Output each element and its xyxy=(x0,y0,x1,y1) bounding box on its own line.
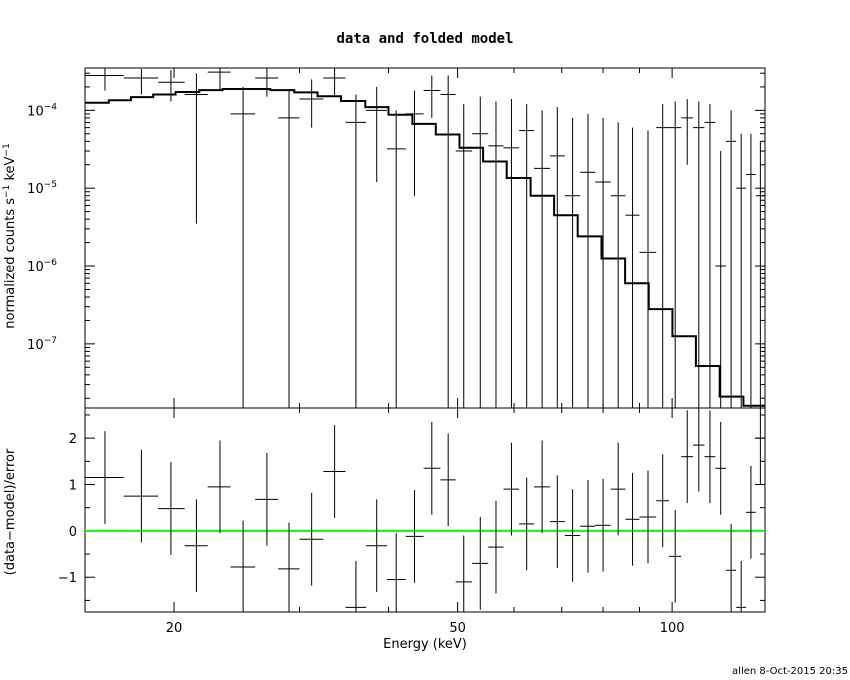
x-tick-label: 100 xyxy=(660,621,685,636)
data-point xyxy=(681,98,694,165)
bottom-y-tick-label: −1 xyxy=(58,571,77,586)
data-point xyxy=(299,79,324,128)
x-axis-label: Energy (keV) xyxy=(383,637,467,652)
data-point xyxy=(550,107,565,408)
residual-point xyxy=(423,421,441,515)
data-point xyxy=(595,117,611,408)
residual-point xyxy=(534,440,551,534)
data-point xyxy=(656,104,670,408)
data-point xyxy=(669,101,682,408)
timestamp: allen 8-Oct-2015 20:35 xyxy=(732,666,848,677)
data-point xyxy=(580,113,596,408)
residual-point xyxy=(345,561,367,612)
residual-point xyxy=(472,516,489,610)
residual-point xyxy=(715,421,726,515)
residual-point xyxy=(704,410,716,504)
top-panel: 10−4 10−5 10−6 10−7 xyxy=(27,67,766,409)
data-point xyxy=(345,94,367,408)
data-point xyxy=(704,104,716,408)
data-point xyxy=(534,110,551,408)
x-tick-label: 20 xyxy=(166,621,183,636)
residual-point xyxy=(639,470,657,564)
residual-point xyxy=(323,425,346,518)
residual-point xyxy=(564,489,581,582)
residual-point xyxy=(488,500,504,594)
residual-point xyxy=(158,462,185,555)
residual-point xyxy=(85,431,124,524)
residual-point xyxy=(625,472,640,566)
data-point xyxy=(423,75,441,118)
residual-point xyxy=(366,499,387,593)
data-point xyxy=(255,68,279,97)
top-y-tick-label: 10−7 xyxy=(27,336,57,353)
model-step-line xyxy=(85,88,765,407)
residual-point xyxy=(669,510,682,603)
data-point xyxy=(440,75,456,408)
data-point xyxy=(366,86,387,183)
data-point xyxy=(405,90,424,196)
residual-point xyxy=(123,449,159,543)
chart-title: data and folded model xyxy=(336,31,513,47)
residual-point xyxy=(755,408,765,485)
bottom-y-tick-label: 0 xyxy=(69,525,77,540)
residual-point xyxy=(746,465,756,559)
top-y-tick-label: 10−4 xyxy=(27,102,57,119)
data-point xyxy=(158,69,185,102)
data-point xyxy=(746,133,756,408)
top-y-axis-label: normalized counts s−1 keV−1 xyxy=(2,143,18,328)
data-point xyxy=(755,141,765,408)
residual-point xyxy=(299,492,324,586)
residual-point xyxy=(230,520,256,612)
data-point xyxy=(503,98,520,408)
data-point xyxy=(472,96,489,408)
x-tick-label: 50 xyxy=(449,621,466,636)
bottom-y-axis-label: (data−model)/error xyxy=(3,448,18,575)
residual-plot-frame xyxy=(84,407,766,613)
data-point xyxy=(123,68,159,95)
residual-point xyxy=(440,433,456,527)
residual-point xyxy=(736,561,747,612)
residual-point xyxy=(386,533,406,612)
data-point xyxy=(625,127,640,408)
data-point xyxy=(693,101,705,408)
data-point xyxy=(207,68,231,91)
data-point xyxy=(230,86,256,408)
residual-point xyxy=(503,442,520,536)
residual-point xyxy=(255,452,279,546)
data-point xyxy=(564,117,581,408)
data-point xyxy=(386,110,406,408)
data-point xyxy=(323,68,346,97)
data-point xyxy=(610,122,626,408)
bottom-y-tick-label: 2 xyxy=(69,432,77,447)
residual-point xyxy=(550,475,565,568)
residual-panel: 20 50 100 2 1 0 −1 xyxy=(58,407,766,636)
data-point xyxy=(715,151,726,408)
residual-point xyxy=(207,440,231,534)
residual-point xyxy=(681,410,694,504)
residual-point xyxy=(595,478,611,572)
residual-point xyxy=(184,499,208,593)
residual-point xyxy=(455,535,473,612)
data-point xyxy=(455,104,473,408)
data-point xyxy=(85,68,124,91)
data-point xyxy=(184,73,208,224)
top-y-tick-label: 10−6 xyxy=(27,258,57,275)
data-point xyxy=(519,104,535,408)
data-point xyxy=(736,133,747,408)
data-point xyxy=(725,110,737,408)
residual-point xyxy=(610,442,626,536)
data-point xyxy=(488,101,504,408)
residual-point xyxy=(693,408,705,492)
residual-point xyxy=(725,523,737,612)
residual-point xyxy=(519,477,535,571)
residual-point xyxy=(580,479,596,573)
data-point xyxy=(639,130,657,408)
top-y-tick-label: 10−5 xyxy=(27,180,57,197)
residual-point xyxy=(656,454,670,548)
data-point xyxy=(278,90,300,408)
bottom-y-tick-label: 1 xyxy=(69,479,77,494)
residual-point xyxy=(278,522,300,612)
residual-point xyxy=(405,490,424,583)
